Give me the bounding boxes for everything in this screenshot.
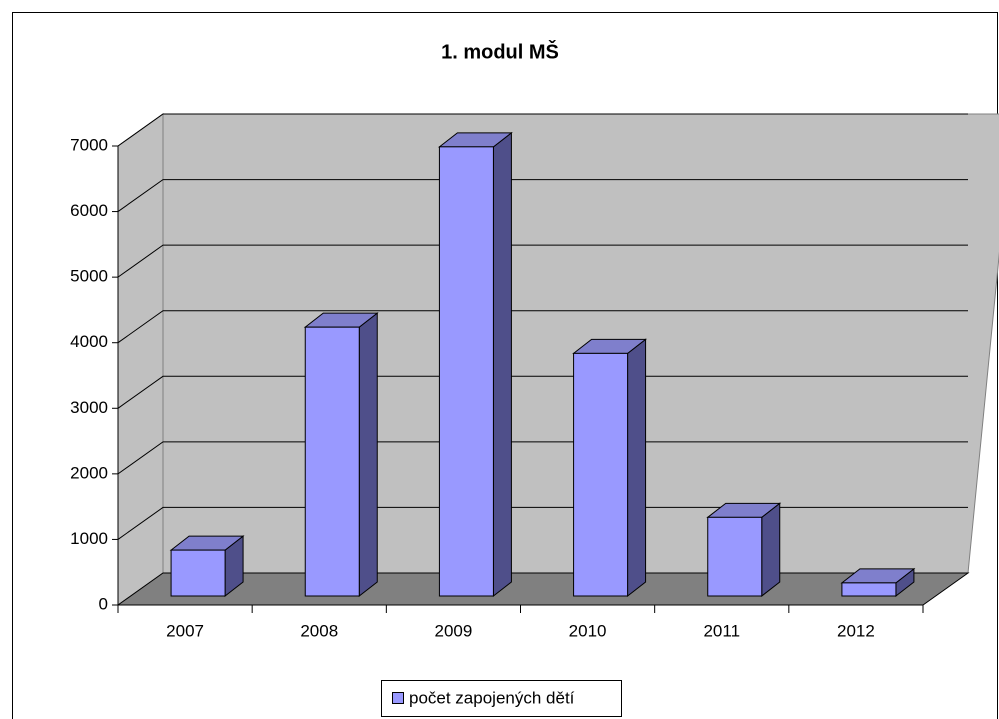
bar-side: [761, 502, 781, 598]
bar: [573, 352, 629, 597]
legend-label: počet zapojených dětí: [409, 688, 575, 707]
bar: [438, 146, 494, 597]
x-tick-label: 2008: [300, 621, 338, 640]
y-tick-label: 6000: [70, 201, 108, 220]
grid-line: [117, 310, 968, 344]
grid-line: [117, 179, 968, 212]
y-tick-label: 0: [99, 594, 108, 613]
grid-line: [117, 113, 968, 147]
grid-line: [117, 375, 968, 409]
y-tick-label: 3000: [70, 398, 108, 417]
x-tick-label: 2012: [837, 621, 875, 640]
bar-side: [358, 312, 378, 598]
legend-box: [381, 680, 622, 717]
x-tick-label: 2007: [166, 621, 204, 640]
grid-line: [117, 244, 968, 278]
side-wall: [117, 113, 164, 606]
grid-line: [117, 441, 968, 475]
bar: [841, 582, 897, 597]
bar: [304, 326, 360, 597]
y-tick-label: 7000: [70, 135, 108, 154]
y-tick-label: 2000: [70, 463, 108, 482]
x-tick-label: 2009: [435, 621, 473, 640]
bar-side: [492, 131, 512, 598]
y-tick-label: 4000: [70, 332, 108, 351]
chart-title: 1. modul MŠ: [441, 39, 559, 63]
bar-side: [627, 338, 647, 598]
y-tick-label: 5000: [70, 267, 108, 286]
bar: [170, 549, 226, 597]
bar: [707, 516, 763, 597]
x-tick-label: 2011: [703, 621, 740, 640]
legend-swatch: [392, 692, 404, 704]
grid-line: [117, 506, 968, 540]
y-tick-label: 1000: [70, 529, 108, 548]
floor: [116, 572, 970, 606]
x-tick-label: 2010: [569, 621, 607, 640]
